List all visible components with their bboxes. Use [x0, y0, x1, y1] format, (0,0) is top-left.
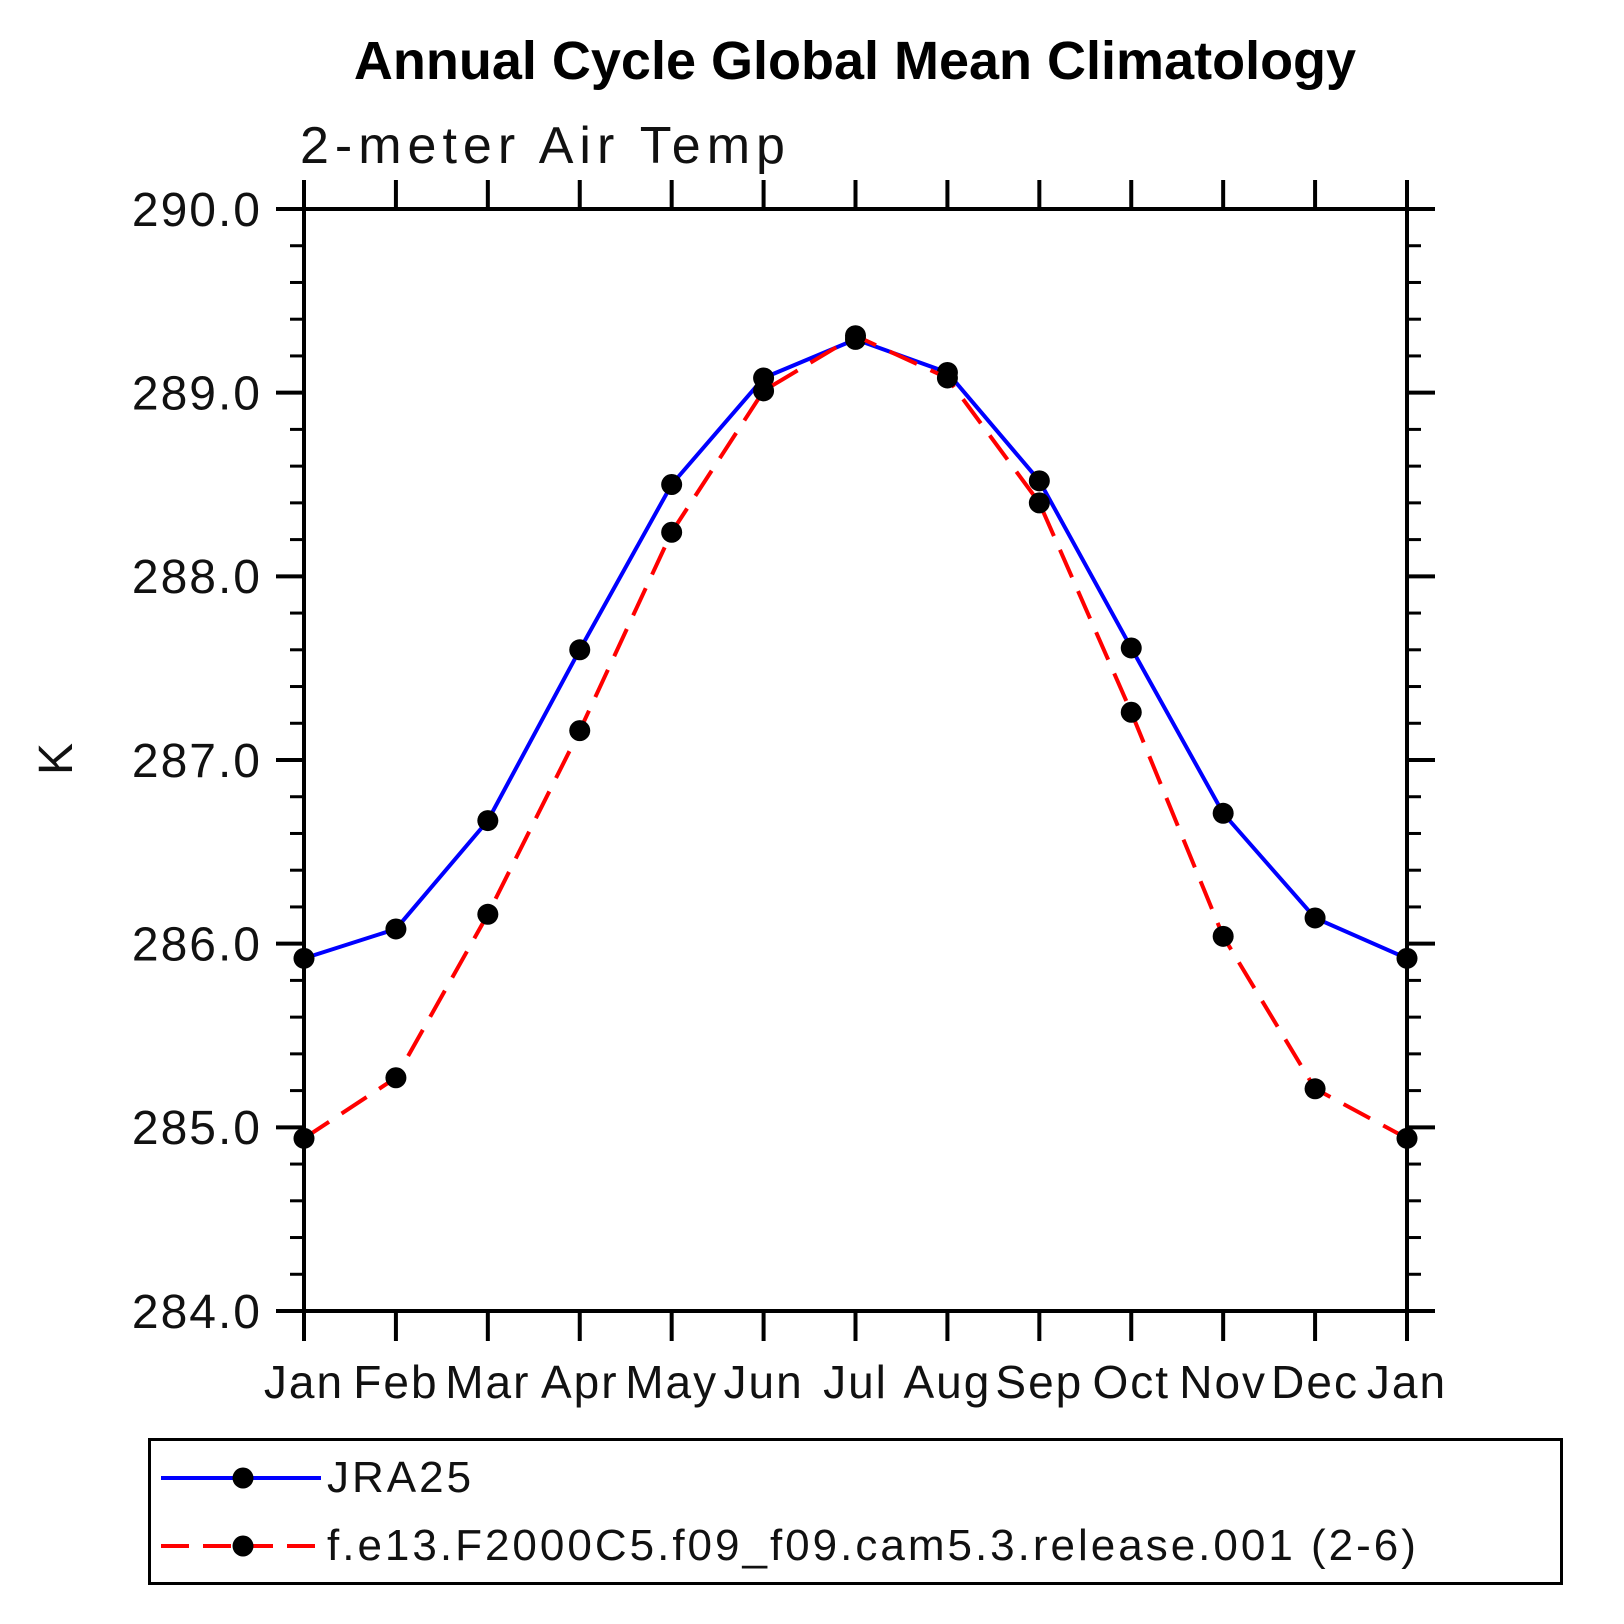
y-axis-title: K	[30, 741, 83, 775]
data-point-marker	[753, 380, 775, 402]
legend-row: f.e13.F2000C5.f09_f09.cam5.3.release.001…	[151, 1520, 1560, 1570]
data-point-marker	[293, 947, 315, 969]
data-point-marker	[293, 1127, 315, 1149]
data-point-marker	[1028, 492, 1050, 514]
legend-line-sample	[161, 1535, 321, 1556]
y-axis-tick-label: 286.0	[132, 918, 262, 971]
data-point-marker	[661, 474, 683, 495]
data-point-marker	[1212, 802, 1234, 824]
data-point-marker	[477, 810, 499, 832]
x-axis-tick-label: Jul	[823, 1356, 888, 1408]
legend-row: JRA25	[151, 1452, 1560, 1502]
chart-subtitle: 2-meter Air Temp	[300, 117, 791, 175]
chart-title: Annual Cycle Global Mean Climatology	[353, 31, 1357, 91]
legend-line-sample	[161, 1467, 321, 1488]
y-axis-tick-label: 287.0	[132, 735, 262, 788]
y-axis-tick-label: 288.0	[132, 551, 262, 604]
data-point-marker	[1212, 925, 1234, 947]
x-axis-tick-label: Jan	[1367, 1356, 1447, 1408]
y-axis-tick-label: 290.0	[132, 184, 262, 237]
legend-series-label: JRA25	[327, 1452, 475, 1502]
data-point-marker	[1396, 1127, 1418, 1149]
data-point-marker	[1120, 701, 1142, 723]
data-point-marker	[385, 1067, 407, 1089]
legend-sample-marker-icon	[232, 1467, 254, 1488]
y-axis-tick-label: 285.0	[132, 1102, 262, 1155]
data-point-marker	[1028, 470, 1050, 492]
data-point-marker	[385, 918, 407, 940]
data-point-marker	[845, 325, 866, 347]
x-axis-tick-label: Feb	[353, 1356, 438, 1408]
x-axis-tick-label: Jan	[264, 1356, 344, 1408]
data-point-marker	[1120, 637, 1142, 659]
data-point-marker	[661, 521, 683, 543]
data-point-marker	[569, 639, 591, 661]
legend-box: JRA25 f.e13.F2000C5.f09_f09.cam5.3.releas…	[148, 1438, 1563, 1585]
y-axis-tick-label: 289.0	[132, 367, 262, 420]
x-axis-tick-label: Dec	[1271, 1356, 1359, 1408]
x-axis-tick-label: Apr	[541, 1356, 619, 1408]
x-axis-tick-label: Aug	[903, 1356, 991, 1408]
data-point-marker	[1304, 907, 1326, 929]
x-axis-tick-label: Oct	[1092, 1356, 1170, 1408]
legend-series-label: f.e13.F2000C5.f09_f09.cam5.3.release.001…	[327, 1520, 1419, 1570]
data-point-marker	[1304, 1078, 1326, 1100]
x-axis-tick-label: Sep	[995, 1356, 1083, 1408]
data-point-marker	[477, 903, 499, 925]
series-line-jra25	[303, 337, 1408, 961]
data-point-marker	[936, 367, 958, 389]
data-point-marker	[1396, 947, 1418, 969]
legend-sample-marker-icon	[232, 1535, 254, 1556]
plot-frame	[302, 207, 1409, 1313]
x-axis-tick-label: Jun	[723, 1356, 803, 1408]
x-axis-tick-label: May	[625, 1356, 718, 1408]
x-axis-tick-label: Nov	[1179, 1356, 1267, 1408]
y-axis-tick-label: 284.0	[132, 1286, 262, 1339]
data-point-marker	[569, 720, 591, 742]
series-line-model	[302, 333, 1408, 1141]
x-axis-tick-label: Mar	[445, 1356, 530, 1408]
